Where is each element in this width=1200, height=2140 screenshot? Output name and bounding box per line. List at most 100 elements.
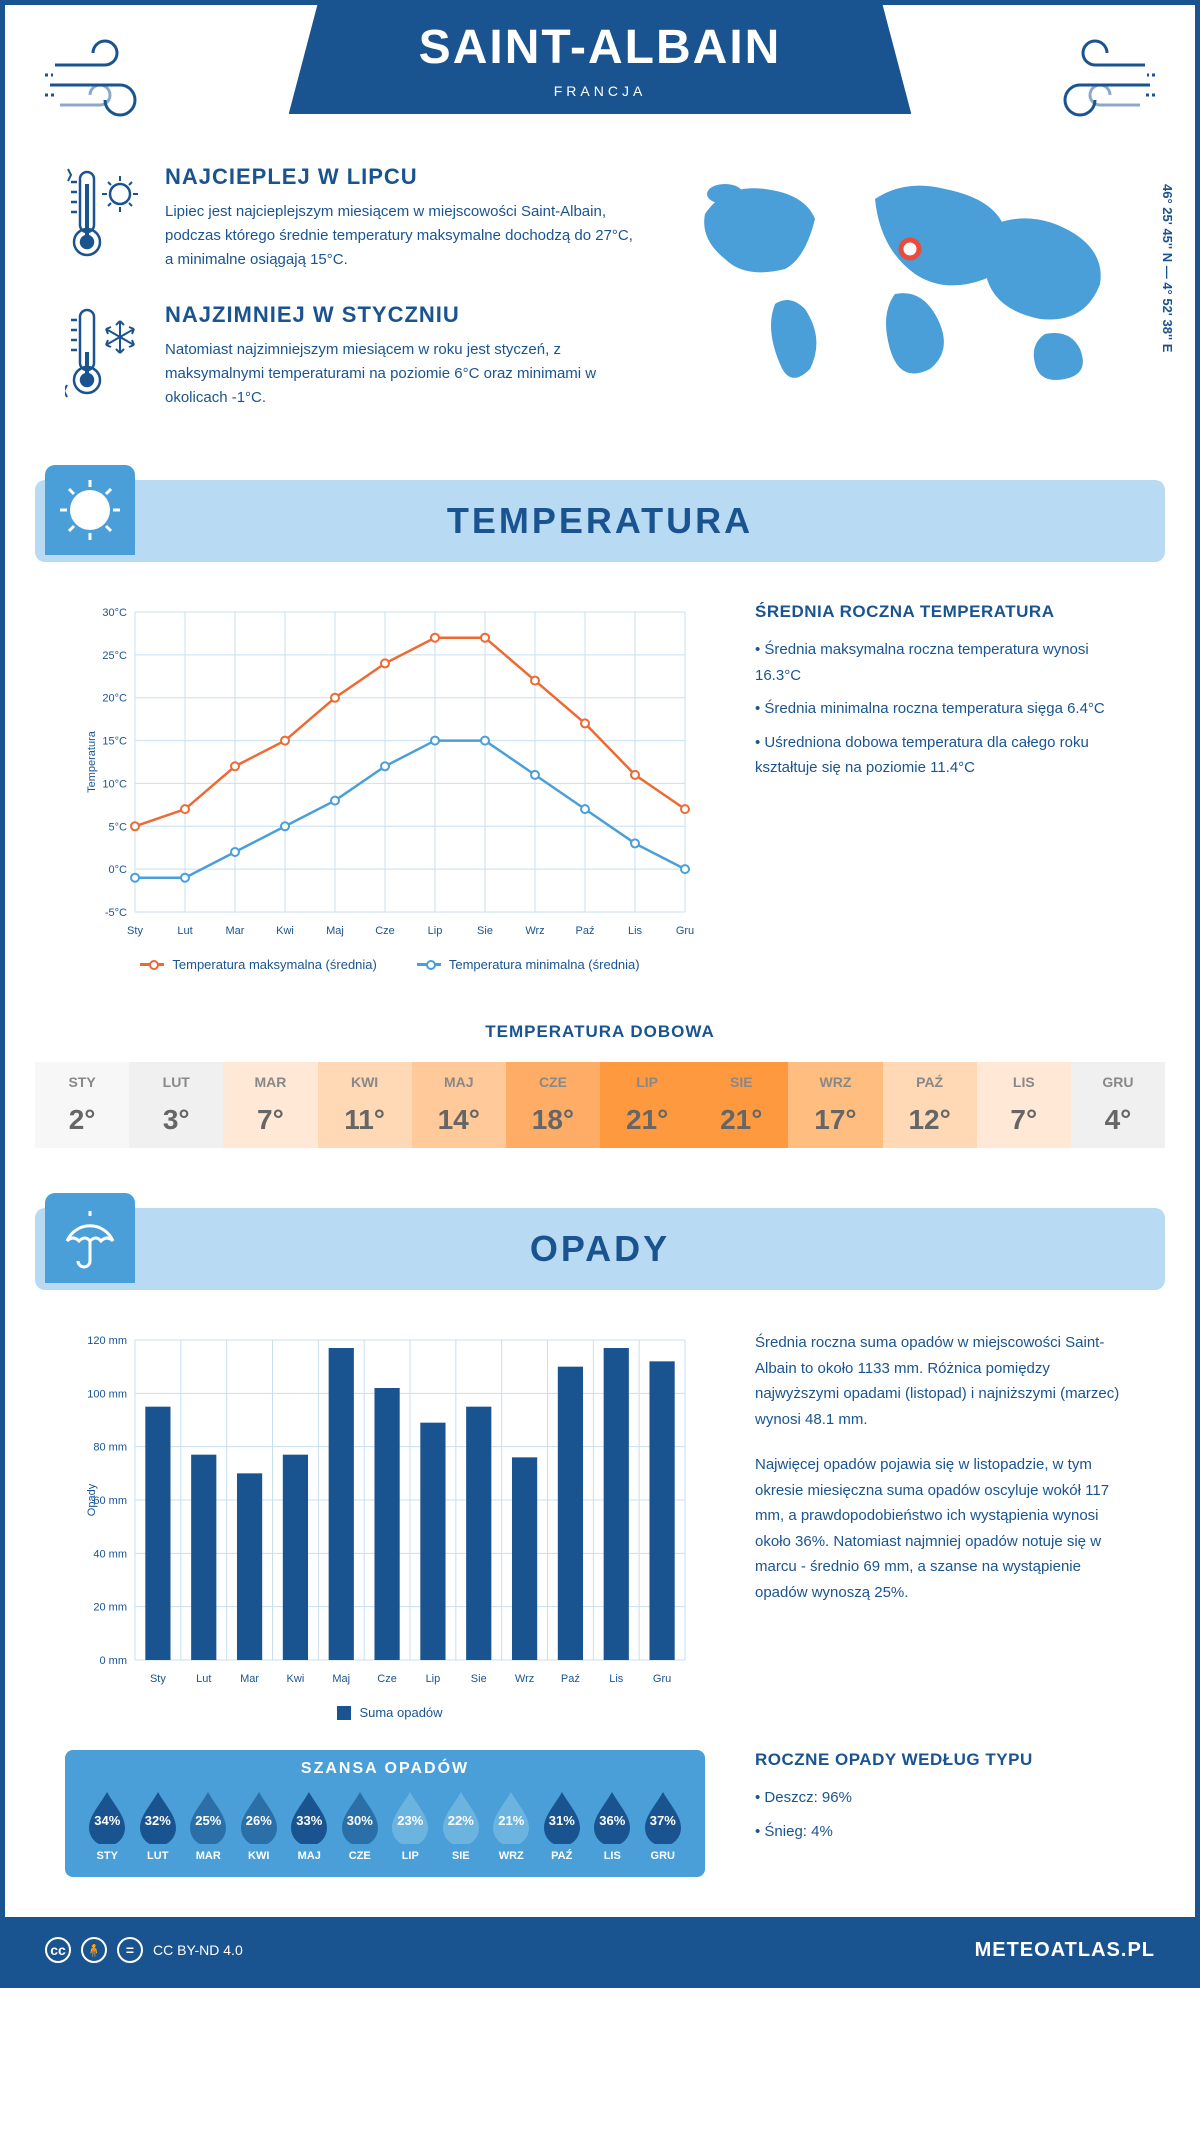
chance-drops: 34%STY32%LUT25%MAR26%KWI33%MAJ30%CZE23%L…	[85, 1788, 685, 1862]
wind-icon	[45, 35, 155, 130]
svg-text:Paź: Paź	[561, 1673, 580, 1685]
daily-cell: MAJ14°	[412, 1062, 506, 1148]
daily-cell: CZE18°	[506, 1062, 600, 1148]
daily-cell: LIP21°	[600, 1062, 694, 1148]
wind-icon	[1045, 35, 1155, 130]
chance-drop: 22%SIE	[439, 1788, 484, 1862]
svg-text:Kwi: Kwi	[287, 1673, 305, 1685]
nd-icon: =	[117, 1937, 143, 1963]
footer: cc 🧍 = CC BY-ND 4.0 METEOATLAS.PL	[5, 1917, 1195, 1983]
svg-text:0°C: 0°C	[109, 864, 128, 876]
legend-min: Temperatura minimalna (średnia)	[449, 957, 640, 972]
page-subtitle: FRANCJA	[419, 83, 782, 99]
svg-text:60 mm: 60 mm	[93, 1495, 127, 1507]
fact-hot-text: Lipiec jest najcieplejszym miesiącem w m…	[165, 200, 635, 272]
svg-text:Gru: Gru	[653, 1673, 671, 1685]
header: SAINT-ALBAIN FRANCJA	[5, 5, 1195, 154]
thermometer-snow-icon	[65, 302, 145, 410]
chance-drop: 37%GRU	[641, 1788, 686, 1862]
precip-chart-area: 0 mm20 mm40 mm60 mm80 mm100 mm120 mmStyL…	[5, 1290, 1195, 1750]
facts: NAJCIEPLEJ W LIPCU Lipiec jest najcieple…	[65, 164, 635, 440]
license: cc 🧍 = CC BY-ND 4.0	[45, 1937, 243, 1963]
daily-cell: LUT3°	[129, 1062, 223, 1148]
page-title: SAINT-ALBAIN	[419, 20, 782, 75]
svg-text:Sie: Sie	[477, 925, 493, 937]
precip-text-2: Najwięcej opadów pojawia się w listopadz…	[755, 1452, 1135, 1605]
temp-stat-item: Uśredniona dobowa temperatura dla całego…	[755, 730, 1135, 781]
daily-cell: LIS7°	[977, 1062, 1071, 1148]
chance-drop: 25%MAR	[186, 1788, 231, 1862]
chance-drop: 30%CZE	[338, 1788, 383, 1862]
precip-legend: Suma opadów	[65, 1705, 715, 1720]
chance-drop: 32%LUT	[136, 1788, 181, 1862]
temperature-line-chart: -5°C0°C5°C10°C15°C20°C25°C30°CStyLutMarK…	[65, 602, 715, 942]
svg-text:Lip: Lip	[426, 1673, 441, 1685]
svg-text:Lut: Lut	[177, 925, 192, 937]
chance-drop: 33%MAJ	[287, 1788, 332, 1862]
by-type-item: Deszcz: 96%	[755, 1785, 1135, 1811]
svg-text:20 mm: 20 mm	[93, 1602, 127, 1614]
daily-cell: GRU4°	[1071, 1062, 1165, 1148]
license-text: CC BY-ND 4.0	[153, 1942, 243, 1958]
daily-cell: MAR7°	[223, 1062, 317, 1148]
section-title: OPADY	[35, 1228, 1165, 1270]
temp-stats-title: ŚREDNIA ROCZNA TEMPERATURA	[755, 602, 1135, 622]
svg-text:Sty: Sty	[150, 1673, 166, 1685]
svg-text:Gru: Gru	[676, 925, 694, 937]
svg-text:Mar: Mar	[226, 925, 245, 937]
chance-title: SZANSA OPADÓW	[85, 1760, 685, 1778]
intro: NAJCIEPLEJ W LIPCU Lipiec jest najcieple…	[5, 154, 1195, 480]
by-type-title: ROCZNE OPADY WEDŁUG TYPU	[755, 1750, 1135, 1770]
coordinates: 46° 25' 45'' N — 4° 52' 38'' E	[1160, 184, 1175, 352]
fact-hot-title: NAJCIEPLEJ W LIPCU	[165, 164, 635, 190]
chance-drop: 34%STY	[85, 1788, 130, 1862]
svg-text:Temperatura: Temperatura	[86, 730, 98, 793]
svg-text:Lip: Lip	[428, 925, 443, 937]
svg-text:Cze: Cze	[377, 1673, 397, 1685]
svg-text:Opady: Opady	[86, 1483, 98, 1516]
precip-by-type: ROCZNE OPADY WEDŁUG TYPU Deszcz: 96% Śnie…	[755, 1750, 1135, 1852]
temp-stat-item: Średnia maksymalna roczna temperatura wy…	[755, 637, 1135, 688]
chance-box: SZANSA OPADÓW 34%STY32%LUT25%MAR26%KWI33…	[65, 1750, 705, 1877]
brand: METEOATLAS.PL	[975, 1939, 1155, 1962]
svg-text:Paź: Paź	[576, 925, 595, 937]
svg-text:0 mm: 0 mm	[100, 1655, 128, 1667]
cc-icon: cc	[45, 1937, 71, 1963]
fact-hot: NAJCIEPLEJ W LIPCU Lipiec jest najcieple…	[65, 164, 635, 272]
temp-stat-item: Średnia minimalna roczna temperatura się…	[755, 696, 1135, 722]
svg-text:10°C: 10°C	[102, 778, 127, 790]
svg-text:80 mm: 80 mm	[93, 1442, 127, 1454]
by-type-item: Śnieg: 4%	[755, 1819, 1135, 1845]
svg-text:Sie: Sie	[471, 1673, 487, 1685]
precip-bar-chart: 0 mm20 mm40 mm60 mm80 mm100 mm120 mmStyL…	[65, 1330, 715, 1690]
svg-text:25°C: 25°C	[102, 650, 127, 662]
section-temperature-header: TEMPERATURA	[35, 480, 1165, 562]
svg-text:Lis: Lis	[609, 1673, 624, 1685]
daily-temp-table: STY2°LUT3°MAR7°KWI11°MAJ14°CZE18°LIP21°S…	[35, 1062, 1165, 1148]
section-title: TEMPERATURA	[35, 500, 1165, 542]
svg-text:20°C: 20°C	[102, 693, 127, 705]
world-map-icon	[675, 164, 1135, 404]
infographic-page: SAINT-ALBAIN FRANCJA NAJCIEPLEJ W LIPCU …	[0, 0, 1200, 1988]
fact-cold-text: Natomiast najzimniejszym miesiącem w rok…	[165, 338, 635, 410]
svg-text:120 mm: 120 mm	[87, 1335, 127, 1347]
by-icon: 🧍	[81, 1937, 107, 1963]
svg-text:Maj: Maj	[332, 1673, 350, 1685]
temperature-stats: ŚREDNIA ROCZNA TEMPERATURA Średnia maksy…	[755, 602, 1135, 972]
svg-text:100 mm: 100 mm	[87, 1388, 127, 1400]
daily-cell: WRZ17°	[788, 1062, 882, 1148]
chance-drop: 36%LIS	[590, 1788, 635, 1862]
chance-drop: 26%KWI	[237, 1788, 282, 1862]
title-banner: SAINT-ALBAIN FRANCJA	[289, 0, 912, 114]
legend-sum: Suma opadów	[359, 1705, 442, 1720]
svg-text:Sty: Sty	[127, 925, 143, 937]
svg-text:30°C: 30°C	[102, 607, 127, 619]
daily-cell: KWI11°	[318, 1062, 412, 1148]
svg-text:Cze: Cze	[375, 925, 395, 937]
svg-text:Lis: Lis	[628, 925, 643, 937]
fact-cold: NAJZIMNIEJ W STYCZNIU Natomiast najzimni…	[65, 302, 635, 410]
svg-text:5°C: 5°C	[109, 821, 128, 833]
svg-text:Wrz: Wrz	[525, 925, 544, 937]
daily-cell: PAŹ12°	[883, 1062, 977, 1148]
daily-cell: STY2°	[35, 1062, 129, 1148]
